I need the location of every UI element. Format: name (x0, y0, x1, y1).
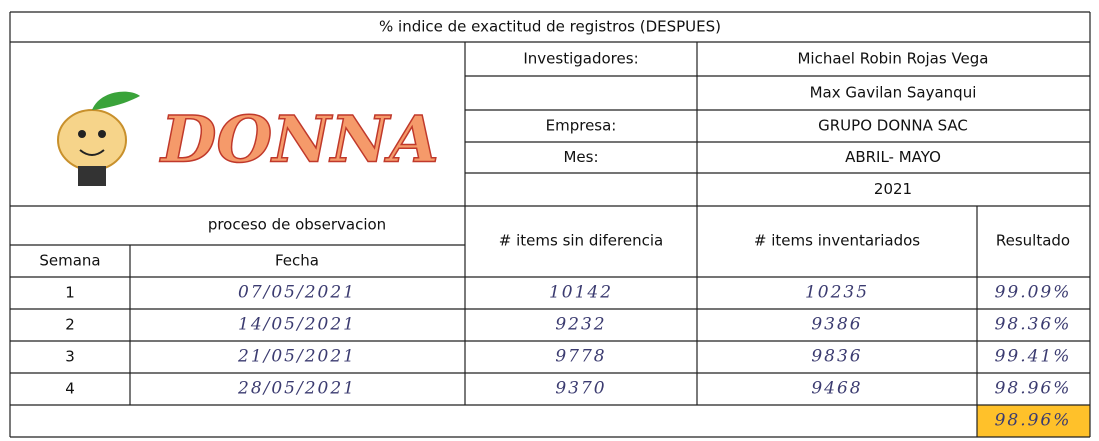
cell: 9370 (555, 379, 606, 399)
logo: DONNA (57, 91, 440, 186)
cell: 4 (65, 380, 75, 398)
cell: 28/05/2021 (237, 379, 356, 399)
info-value: Michael Robin Rojas Vega (797, 50, 988, 68)
cell: 9836 (811, 347, 862, 367)
cell: 07/05/2021 (238, 283, 356, 303)
cell: 21/05/2021 (237, 347, 356, 367)
cell: 9232 (555, 315, 606, 335)
info-value: GRUPO DONNA SAC (818, 117, 968, 135)
cell: 2 (65, 316, 75, 334)
info-label: Empresa: (546, 117, 617, 135)
cell: 10142 (549, 283, 613, 303)
cell: 10235 (805, 283, 869, 303)
info-value: ABRIL- MAYO (845, 148, 941, 166)
logo-text: DONNA (159, 103, 439, 178)
info-value: Max Gavilan Sayanqui (810, 84, 977, 102)
sheet-title: % indice de exactitud de registros (DESP… (379, 18, 721, 36)
column-header: # items inventariados (754, 232, 920, 250)
cell: 1 (65, 284, 75, 302)
cell: 3 (65, 348, 75, 366)
column-header: # items sin diferencia (499, 232, 663, 250)
cell: 9468 (811, 379, 862, 399)
cell: 98.36% (995, 315, 1072, 335)
group-header: proceso de observacion (208, 216, 386, 234)
total-result: 98.96% (995, 411, 1072, 431)
column-header: Semana (39, 252, 100, 270)
column-header: Fecha (275, 252, 319, 270)
cell: 99.09% (995, 283, 1072, 303)
info-label: Mes: (563, 148, 598, 166)
info-label: Investigadores: (523, 50, 638, 68)
column-header: Resultado (996, 232, 1070, 250)
cell: 14/05/2021 (238, 315, 356, 335)
cell: 9386 (811, 315, 862, 335)
info-value: 2021 (874, 180, 912, 198)
cell: 98.96% (995, 379, 1072, 399)
cell: 99.41% (995, 347, 1072, 367)
total-highlight (977, 405, 1090, 437)
cell: 9778 (555, 347, 606, 367)
